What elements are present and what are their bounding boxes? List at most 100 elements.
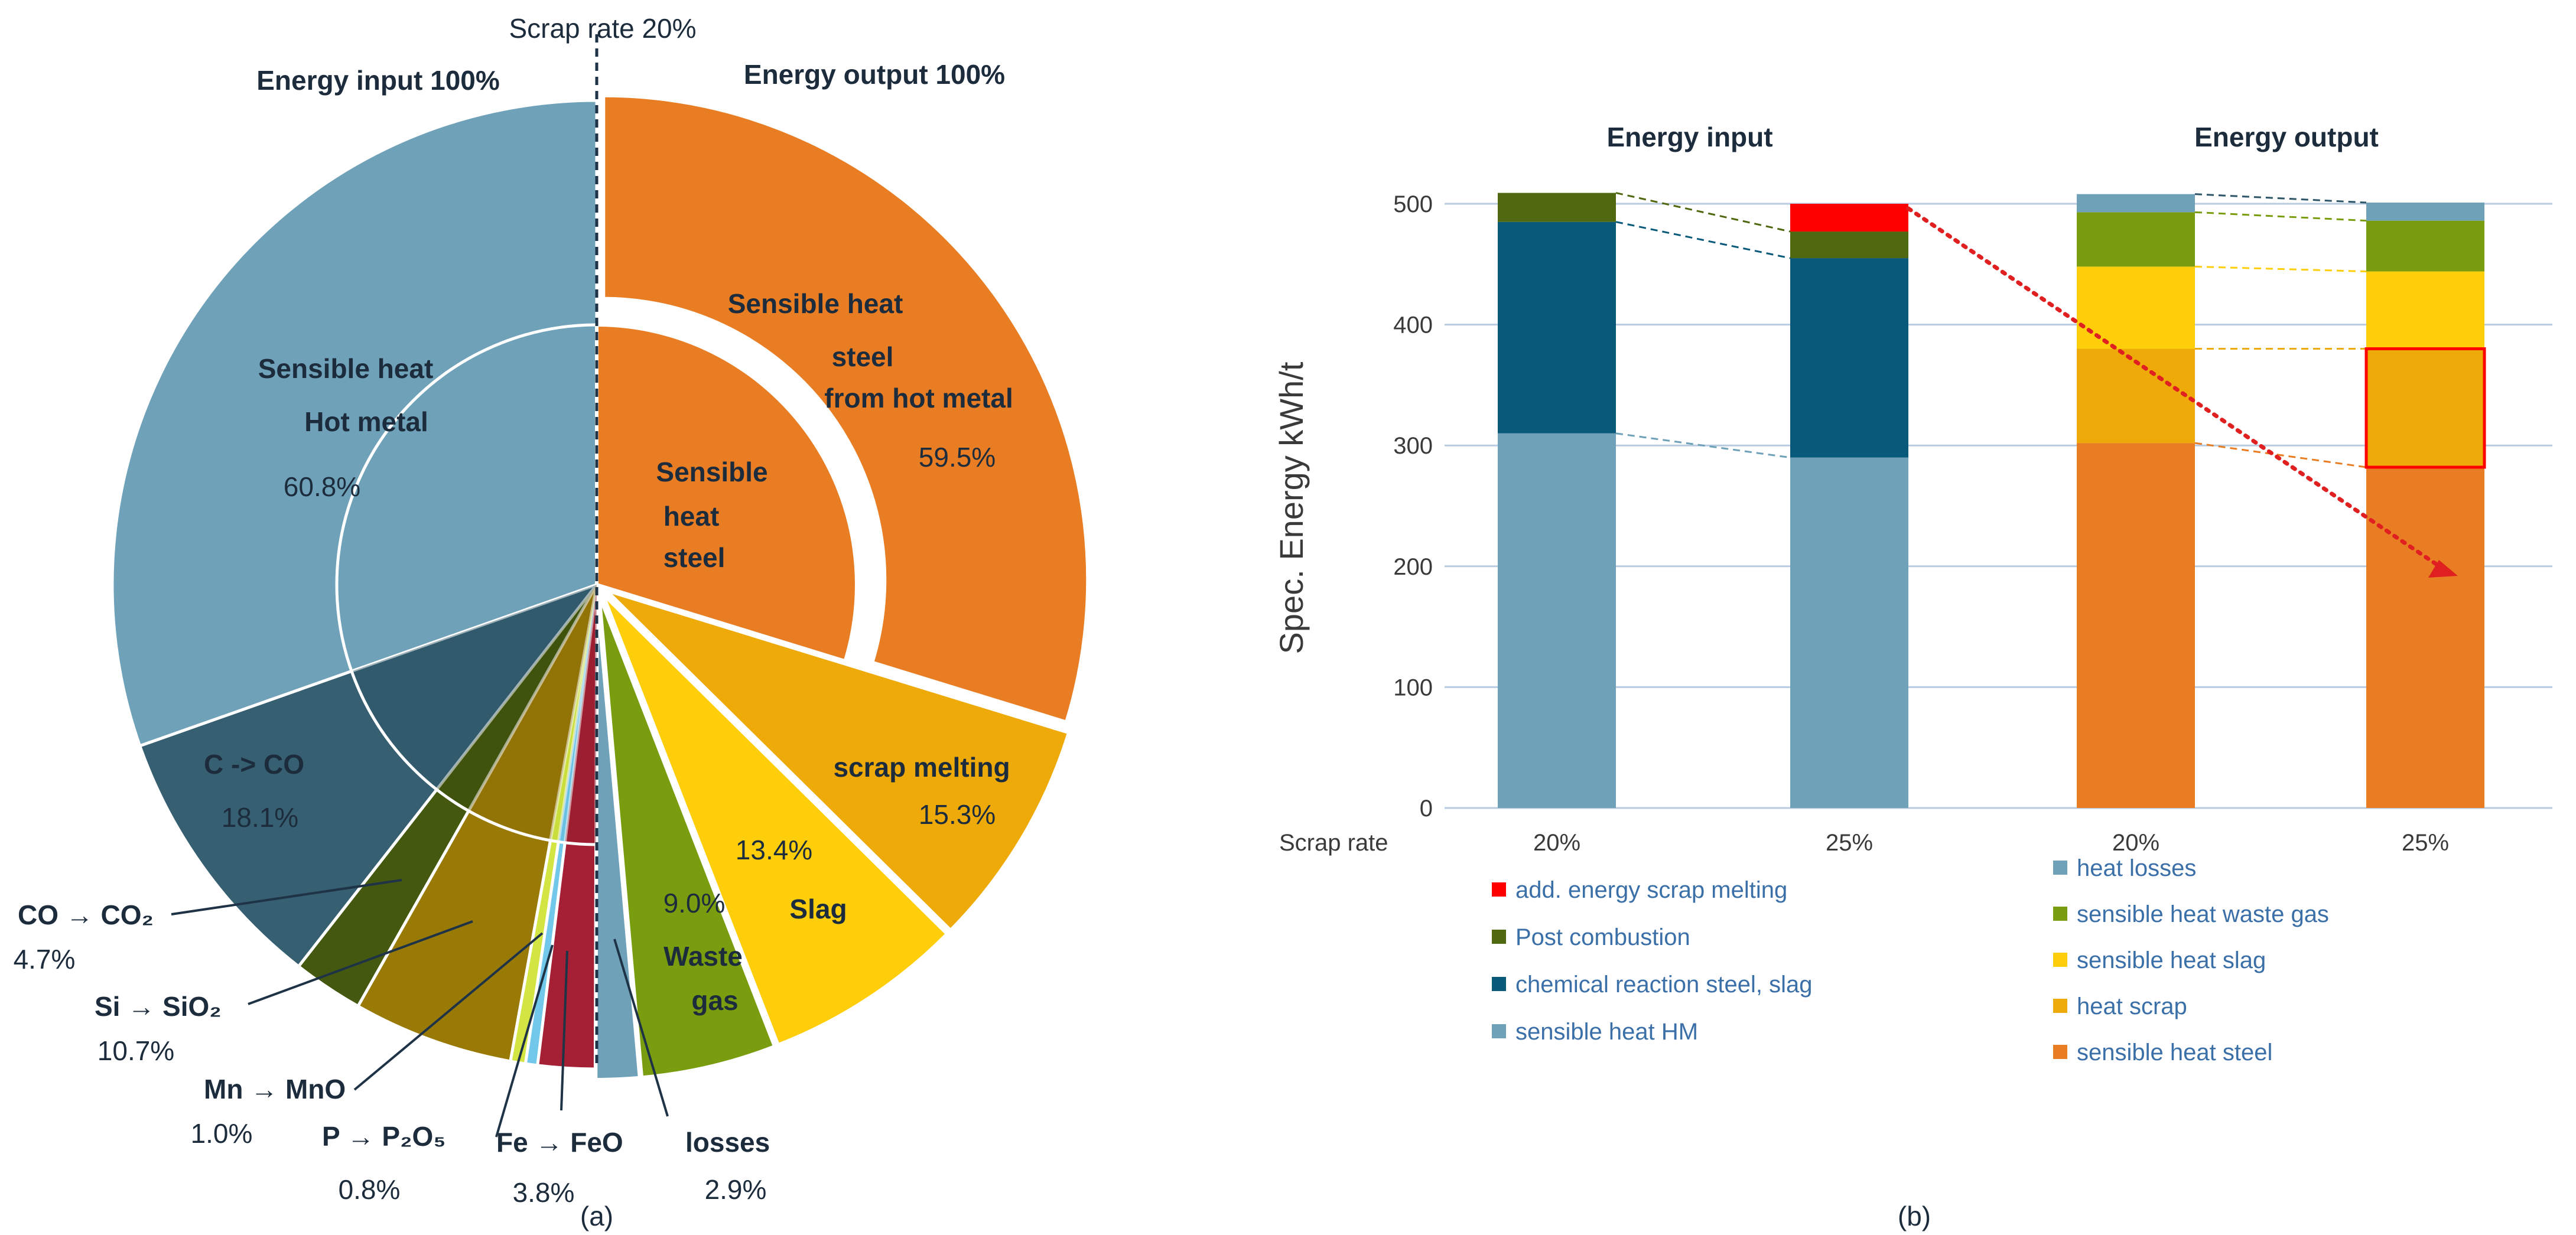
- pie-label-steel-3: from hot metal: [824, 383, 1013, 413]
- pie-value-scrap: 15.3%: [919, 799, 996, 830]
- pie-label-slag: Slag: [789, 894, 847, 924]
- pie-value-mn: 1.0%: [191, 1118, 253, 1149]
- pie-label-inner-1: Sensible: [656, 457, 767, 487]
- pie-inner-shade-si: [469, 585, 597, 840]
- pie-label-inner-3: steel: [663, 542, 726, 573]
- pie-value-co2: 4.7%: [14, 944, 76, 975]
- bar-xaxis-title: Scrap rate: [1279, 830, 1388, 856]
- pie-label-co2: CO → CO₂: [18, 900, 154, 930]
- bar-chart: 0 100 200 300 400 500 Energy input Energy outpu…: [1273, 122, 2552, 1231]
- bar-ytick-500: 500: [1393, 191, 1433, 217]
- legend-label-out-4: sensible heat steel: [2077, 1040, 2272, 1065]
- bar-group-input: Energy input: [1606, 122, 1772, 152]
- pie-output-slice-losses: [594, 595, 642, 1082]
- pie-leader-p: [495, 944, 554, 1138]
- pie-label-inner-2: heat: [663, 501, 720, 532]
- bar-segment-2-0: [2077, 443, 2195, 808]
- pie-inner-shade-co2: [437, 585, 597, 811]
- legend-swatch-in-1: [1492, 930, 1506, 944]
- legend-swatch-out-4: [2053, 1045, 2067, 1059]
- pie-chart: Scrap rate 20% Energy input 100% Energy ou…: [14, 13, 1090, 1231]
- legend-label-out-3: heat scrap: [2077, 993, 2187, 1019]
- bar-segment-1-0: [1790, 457, 1908, 808]
- pie-label-cco: C -> CO: [204, 749, 304, 780]
- legend-label-out-2: sensible heat slag: [2077, 947, 2266, 973]
- bar-connector-2-0: [2194, 442, 2367, 468]
- bar-highlight-box: [2364, 347, 2486, 469]
- pie-value-losses: 2.9%: [705, 1174, 767, 1205]
- pie-input-header: Energy input 100%: [256, 65, 500, 96]
- bar-connector-2-3: [2194, 211, 2367, 222]
- pie-leader-losses: [613, 939, 669, 1117]
- bar-segment-2-4: [2077, 194, 2195, 213]
- panel-label-a: (a): [580, 1201, 613, 1231]
- bar-xtick-3: 25%: [2402, 830, 2449, 856]
- pie-label-p: P → P₂O₅: [322, 1121, 445, 1152]
- legend-label-in-2: chemical reaction steel, slag: [1515, 972, 1812, 998]
- legend-swatch-in-3: [1492, 1024, 1506, 1038]
- bar-ytick-200: 200: [1393, 554, 1433, 580]
- bar-segment-1-1: [1790, 258, 1908, 458]
- legend-swatch-in-2: [1492, 977, 1506, 991]
- pie-leader-co2: [171, 879, 402, 915]
- pie-label-fe: Fe → FeO: [496, 1127, 623, 1158]
- bar-xtick-2: 20%: [2112, 830, 2159, 856]
- bar-ytick-300: 300: [1393, 433, 1433, 459]
- pie-label-waste-2: gas: [691, 985, 738, 1016]
- bar-connector-2-2: [2194, 265, 2367, 273]
- pie-value-cco: 18.1%: [222, 802, 298, 833]
- pie-label-hm-1: Sensible heat: [258, 353, 434, 384]
- legend-swatch-out-0: [2053, 861, 2067, 875]
- pie-inner-shade-p: [558, 585, 597, 843]
- bar-segment-3-1: [2366, 348, 2484, 468]
- pie-leader-si: [248, 920, 473, 1005]
- legend-label-in-0: add. energy scrap melting: [1515, 877, 1787, 903]
- bar-segment-2-3: [2077, 212, 2195, 267]
- bar-segment-2-2: [2077, 266, 2195, 349]
- pie-label-waste-1: Waste: [663, 941, 743, 972]
- pie-label-losses: losses: [685, 1127, 770, 1158]
- pie-label-mn: Mn → MnO: [204, 1074, 346, 1104]
- pie-output-slice-waste: [597, 594, 778, 1080]
- legend-swatch-out-3: [2053, 999, 2067, 1013]
- bar-ytick-0: 0: [1420, 796, 1433, 822]
- bar-arrow-head: [2428, 560, 2458, 578]
- pie-value-p: 0.8%: [339, 1174, 401, 1205]
- pie-input-slice-cco: [138, 581, 601, 969]
- panel-label-b: (b): [1898, 1201, 1931, 1231]
- pie-label-si: Si → SiO₂: [95, 991, 222, 1022]
- bar-segment-0-0: [1498, 433, 1616, 808]
- pie-value-waste: 9.0%: [663, 888, 726, 918]
- pie-output-slice-scrap: [604, 588, 1071, 933]
- bar-ytick-100: 100: [1393, 674, 1433, 700]
- legend-swatch-in-0: [1492, 882, 1506, 897]
- bar-group-output: Energy output: [2194, 122, 2379, 152]
- pie-output-slice-slag: [601, 592, 950, 1048]
- bar-segment-1-2: [1790, 232, 1908, 259]
- pie-output-header: Energy output 100%: [744, 59, 1005, 90]
- pie-output-inner-steel: [595, 322, 858, 664]
- pie-input-slice-hm: [110, 99, 599, 748]
- legend-label-in-3: sensible heat HM: [1515, 1019, 1698, 1045]
- pie-label-steel-1: Sensible heat: [728, 288, 903, 319]
- pie-inner-shade-mn: [550, 585, 597, 842]
- pie-value-steel: 59.5%: [919, 442, 996, 473]
- bar-segment-3-3: [2366, 220, 2484, 272]
- bar-xtick-1: 25%: [1826, 830, 1873, 856]
- bar-connector-0-1: [1615, 221, 1791, 259]
- bar-segment-0-2: [1498, 193, 1616, 222]
- bar-arrow-line: [1906, 206, 2447, 572]
- bar-connector-0-0: [1615, 432, 1791, 459]
- pie-leader-fe: [560, 950, 568, 1111]
- legend-swatch-out-2: [2053, 953, 2067, 967]
- pie-label-hm-2: Hot metal: [304, 406, 428, 437]
- legend-label-out-0: heat losses: [2077, 855, 2196, 881]
- pie-value-slag: 13.4%: [736, 835, 812, 865]
- legend-swatch-out-1: [2053, 907, 2067, 921]
- bar-segment-2-1: [2077, 348, 2195, 444]
- pie-value-fe: 3.8%: [513, 1177, 575, 1208]
- bar-connector-2-4: [2194, 193, 2367, 204]
- bar-segment-3-2: [2366, 271, 2484, 349]
- pie-label-scrap: scrap melting: [833, 752, 1010, 783]
